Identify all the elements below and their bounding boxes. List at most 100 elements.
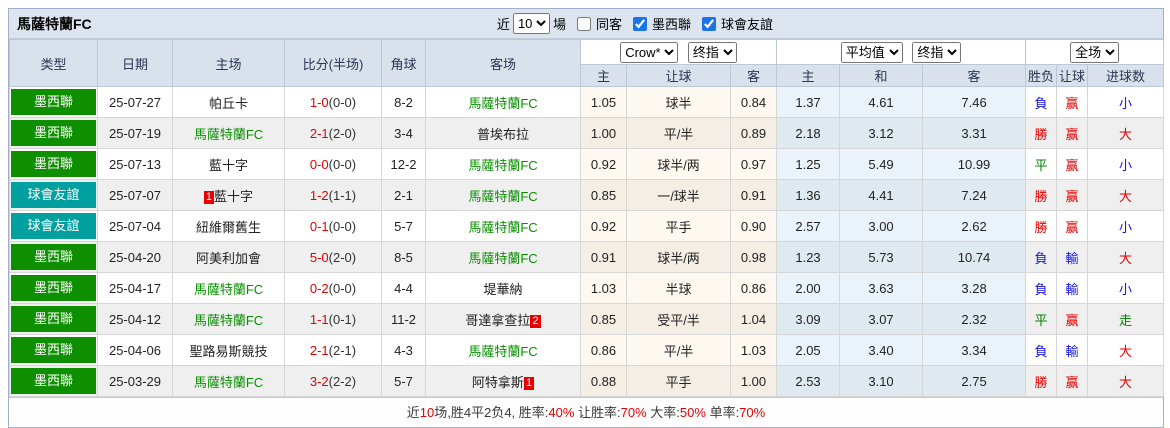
home-team-cell: 聖路易斯競技 <box>172 334 285 366</box>
halftime-score: (0-0) <box>328 94 357 110</box>
match-date: 25-07-04 <box>97 210 173 242</box>
result-handicap: 輸 <box>1056 334 1089 366</box>
match-rows: 墨西聯 25-07-27 帕丘卡 1-0(0-0) 8-2 馬薩特蘭FC 1.0… <box>9 86 1165 397</box>
competition-badge: 球會友誼 <box>11 213 96 239</box>
recent-count-select[interactable]: 10 <box>512 13 550 34</box>
result-goals: 小 <box>1087 86 1165 118</box>
match-date: 25-04-12 <box>97 303 173 335</box>
handicap-source-select[interactable]: Crow* <box>620 41 679 63</box>
result-goals: 小 <box>1087 272 1165 304</box>
handicap-away-odds: 0.98 <box>729 241 778 273</box>
handicap-odds-group: Crow* 终指 <box>579 39 778 65</box>
score-cell: 3-2(2-2) <box>284 365 382 397</box>
halftime-score: (0-1) <box>328 311 357 327</box>
europe-draw-odds: 5.73 <box>839 241 924 273</box>
home-team-cell: 馬薩特蘭FC <box>172 117 285 149</box>
toolbar: 馬薩特蘭FC 近 10 場 同客 墨西聯 球會友誼 <box>9 9 1163 39</box>
result-scope-select[interactable]: 全场 <box>1070 41 1120 63</box>
handicap-home-odds: 1.03 <box>580 272 627 304</box>
europe-draw-odds: 3.40 <box>839 334 924 366</box>
corner-cell: 4-3 <box>381 334 426 366</box>
handicap-line: 球半/两 <box>626 241 731 273</box>
europe-home-odds: 1.25 <box>776 148 841 180</box>
result-goals: 大 <box>1087 334 1165 366</box>
competition-badge: 墨西聯 <box>11 337 96 363</box>
result-wdl: 負 <box>1025 272 1058 304</box>
score-cell: 0-1(0-0) <box>284 210 382 242</box>
result-wdl: 負 <box>1025 241 1058 273</box>
corner-cell: 5-7 <box>381 365 426 397</box>
competition-cell: 球會友誼 <box>9 210 98 242</box>
home-team-cell: 阿美利加會 <box>172 241 285 273</box>
col-away: 客场 <box>425 39 581 87</box>
match-date: 25-07-07 <box>97 179 173 211</box>
corner-cell: 4-4 <box>381 272 426 304</box>
col-score: 比分(半场) <box>284 39 382 87</box>
result-wdl: 勝 <box>1025 179 1058 211</box>
away-team-cell: 馬薩特蘭FC <box>425 86 581 118</box>
competition-badge: 墨西聯 <box>11 151 96 177</box>
away-team-cell: 哥達拿查拉 2 <box>425 303 581 335</box>
result-goals: 走 <box>1087 303 1165 335</box>
away-team-name: 馬薩特蘭FC <box>468 95 538 111</box>
away-team-cell: 馬薩特蘭FC <box>425 179 581 211</box>
europe-home-odds: 2.53 <box>776 365 841 397</box>
handicap-line: 平手 <box>626 365 731 397</box>
handicap-line: 半球 <box>626 272 731 304</box>
league-filter-checkbox[interactable] <box>632 16 647 31</box>
handicap-away-odds: 0.91 <box>729 179 778 211</box>
match-row: 墨西聯 25-07-19 馬薩特蘭FC 2-1(2-0) 3-4 普埃布拉 1.… <box>9 117 1165 149</box>
handicap-home-odds: 1.00 <box>580 117 627 149</box>
europe-away-odds: 2.62 <box>922 210 1027 242</box>
col-result-handicap: 让球 <box>1056 64 1089 87</box>
handicap-away-odds: 0.84 <box>729 86 778 118</box>
result-scope-group: 全场 <box>1025 39 1165 65</box>
corner-cell: 2-1 <box>381 179 426 211</box>
match-row: 墨西聯 25-07-13 藍十字 0-0(0-0) 12-2 馬薩特蘭FC 0.… <box>9 148 1165 180</box>
halftime-score: (2-2) <box>328 373 357 389</box>
competition-badge: 墨西聯 <box>11 120 96 146</box>
score-cell: 5-0(2-0) <box>284 241 382 273</box>
home-team-name: 帕丘卡 <box>208 95 248 111</box>
same-away-checkbox[interactable] <box>576 16 591 31</box>
handicap-away-odds: 0.89 <box>729 117 778 149</box>
competition-badge: 墨西聯 <box>11 368 96 394</box>
matches-table: 类型 日期 主场 比分(半场) 角球 客场 Crow* 终指 平均值 终指 全场 <box>9 39 1165 397</box>
fulltime-score: 5-0 <box>309 249 329 265</box>
match-row: 墨西聯 25-04-12 馬薩特蘭FC 1-1(0-1) 11-2 哥達拿查拉 2… <box>9 303 1165 335</box>
match-date: 25-07-19 <box>97 117 173 149</box>
europe-away-odds: 7.46 <box>922 86 1027 118</box>
home-team-name: 紐維爾舊生 <box>195 219 261 235</box>
europe-draw-odds: 4.41 <box>839 179 924 211</box>
competition-badge: 球會友誼 <box>11 182 96 208</box>
score-cell: 0-2(0-0) <box>284 272 382 304</box>
score-cell: 2-1(2-1) <box>284 334 382 366</box>
competition-cell: 墨西聯 <box>9 117 98 149</box>
home-team-name: 藍十字 <box>208 157 248 173</box>
away-team-name: 普埃布拉 <box>476 126 529 142</box>
europe-source-select[interactable]: 平均值 <box>840 41 903 63</box>
europe-away-odds: 10.99 <box>922 148 1027 180</box>
handicap-home-odds: 0.91 <box>580 241 627 273</box>
score-cell: 0-0(0-0) <box>284 148 382 180</box>
competition-badge: 墨西聯 <box>11 275 96 301</box>
europe-home-odds: 2.57 <box>776 210 841 242</box>
home-team-name: 馬薩特蘭FC <box>193 126 264 142</box>
col-result-goals: 进球数 <box>1087 64 1165 87</box>
europe-stage-select[interactable]: 终指 <box>912 41 962 63</box>
match-row: 球會友誼 25-07-07 1 藍十字 1-2(1-1) 2-1 馬薩特蘭FC 0… <box>9 179 1165 211</box>
away-team-cell: 阿特拿斯 1 <box>425 365 581 397</box>
handicap-away-odds: 0.86 <box>729 272 778 304</box>
result-handicap: 赢 <box>1056 365 1089 397</box>
corner-cell: 11-2 <box>381 303 426 335</box>
competition-cell: 墨西聯 <box>9 334 98 366</box>
near-label: 近 <box>496 17 510 32</box>
summary-text: 大率: <box>646 405 680 420</box>
match-row: 墨西聯 25-07-27 帕丘卡 1-0(0-0) 8-2 馬薩特蘭FC 1.0… <box>9 86 1165 118</box>
competition-badge: 墨西聯 <box>11 244 96 270</box>
friendly-filter-checkbox[interactable] <box>701 16 716 31</box>
col-result-wdl: 胜负 <box>1025 64 1058 87</box>
handicap-away-odds: 0.97 <box>729 148 778 180</box>
away-team-cell: 普埃布拉 <box>425 117 581 149</box>
handicap-stage-select[interactable]: 终指 <box>687 41 737 63</box>
